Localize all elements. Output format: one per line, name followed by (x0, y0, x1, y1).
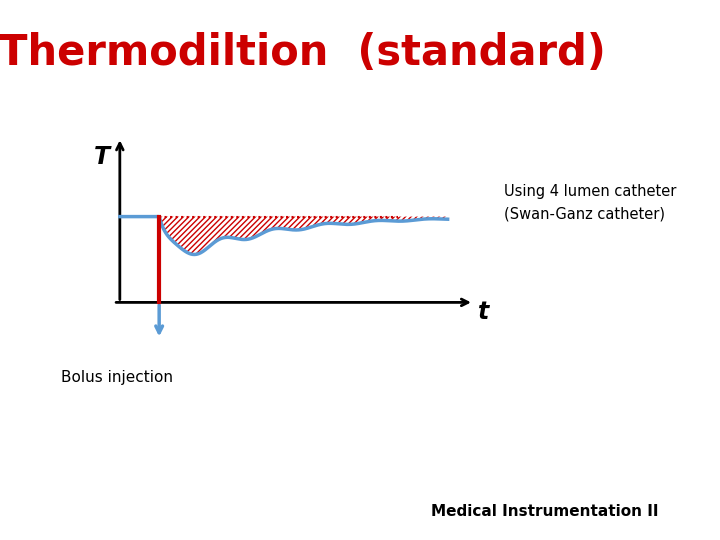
Text: Medical Instrumentation II: Medical Instrumentation II (431, 504, 659, 519)
Text: Weak Point :: Weak Point : (158, 426, 253, 441)
Text: Bolus injection: Bolus injection (61, 370, 174, 385)
Text: Thermodiltion  (standard): Thermodiltion (standard) (0, 32, 606, 75)
Text: Using 4 lumen catheter
(Swan-Ganz catheter): Using 4 lumen catheter (Swan-Ganz cathet… (504, 184, 676, 222)
Text: We unknown temperature of Right artium.: We unknown temperature of Right artium. (158, 442, 482, 457)
Text: t: t (478, 300, 490, 323)
Text: T: T (94, 145, 110, 169)
